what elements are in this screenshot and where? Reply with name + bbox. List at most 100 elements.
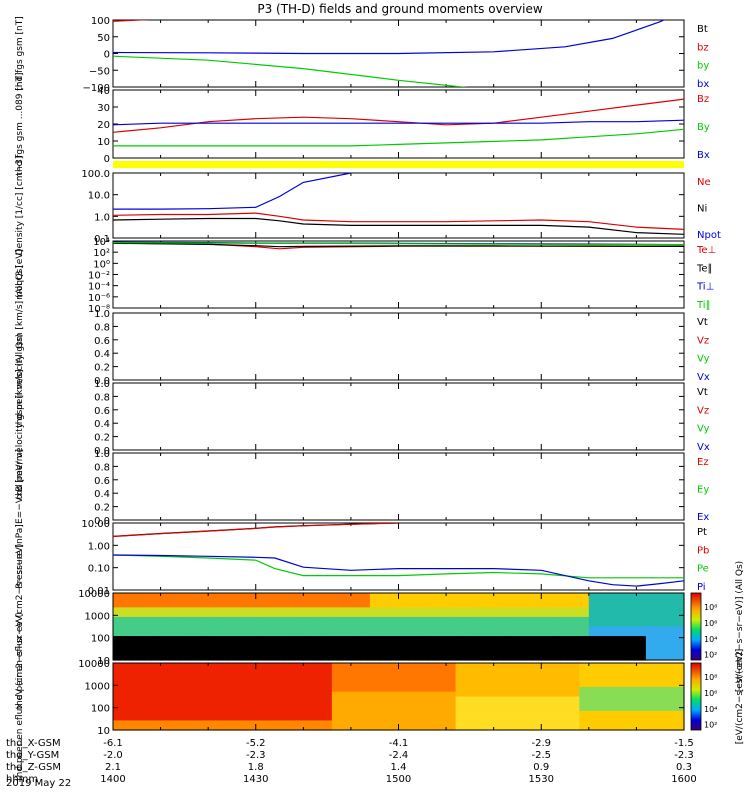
heatmap-cell (588, 645, 599, 652)
heatmap-cell (522, 631, 533, 637)
heatmap-cell (293, 725, 304, 731)
heatmap-cell (436, 725, 447, 731)
heatmap-cell (255, 626, 266, 632)
heatmap-cell (160, 715, 171, 722)
heatmap-cell (607, 701, 618, 707)
heatmap-cell (122, 715, 133, 722)
heatmap-cell (246, 602, 257, 608)
heatmap-cell (655, 607, 666, 613)
heatmap-cell (493, 701, 504, 707)
heatmap-cell (607, 677, 618, 683)
heatmap-cell (522, 640, 533, 647)
y-tick-label: 0.01 (88, 586, 110, 597)
heatmap-cell (227, 701, 238, 707)
heatmap-cell (360, 672, 371, 678)
colorbar-tick-label: 10⁴ (704, 635, 717, 644)
heatmap-cell (189, 636, 200, 642)
heatmap-cell (531, 645, 542, 652)
heatmap-cell (579, 706, 590, 712)
heatmap-cell (636, 706, 647, 712)
heatmap-cell (284, 621, 295, 628)
heatmap-cell (274, 682, 285, 688)
heatmap-cell (284, 650, 295, 656)
heatmap-cell (160, 686, 171, 693)
heatmap-cell (427, 650, 438, 656)
heatmap-cell (141, 720, 152, 726)
heatmap-cell (208, 645, 219, 652)
heatmap-cell (503, 677, 514, 683)
heatmap-cell (208, 672, 219, 678)
heatmap-cell (170, 672, 181, 678)
heatmap-cell (436, 701, 447, 707)
heatmap-cell (474, 706, 485, 712)
heatmap-cell (598, 672, 609, 678)
heatmap-cell (408, 725, 419, 731)
heatmap-cell (255, 621, 266, 628)
heatmap-cell (503, 597, 514, 604)
heatmap-cell (598, 677, 609, 683)
heatmap-cell (350, 612, 362, 618)
heatmap-cell (598, 655, 609, 661)
legend-entry: by (697, 61, 709, 72)
series-Bx (113, 119, 684, 126)
heatmap-cell (255, 677, 266, 683)
heatmap-cell (246, 691, 257, 698)
heatmap-cell (645, 612, 657, 618)
heatmap-cell (388, 626, 400, 632)
heatmap-cell (284, 696, 295, 702)
heatmap-cell (293, 616, 304, 623)
y-tick-label: 10.0 (88, 191, 110, 202)
heatmap-cell (503, 626, 514, 632)
heatmap-cell (322, 626, 333, 632)
heatmap-cell (208, 691, 219, 698)
heatmap-cell (274, 686, 285, 693)
heatmap-cell (588, 706, 599, 712)
heatmap-cell (417, 720, 428, 726)
heatmap-cell (379, 710, 390, 717)
heatmap-cell (674, 607, 685, 613)
heatmap-cell (141, 626, 152, 632)
heatmap-cell (217, 725, 228, 731)
heatmap-cell (236, 696, 247, 702)
heatmap-cell (446, 607, 457, 613)
heatmap-cell (674, 706, 685, 712)
heatmap-cell (369, 663, 381, 669)
heatmap-cell (636, 725, 647, 731)
heatmap-cell (512, 725, 523, 731)
heatmap-cell (312, 636, 323, 642)
heatmap-cell (236, 725, 247, 731)
heatmap-cell (484, 626, 495, 632)
heatmap-cell (427, 691, 438, 698)
heatmap-cell (132, 725, 143, 731)
heatmap-cell (408, 602, 419, 608)
heatmap-cell (189, 640, 200, 647)
y-tick-label: 10 (97, 656, 110, 667)
heatmap-cell (531, 636, 542, 642)
heatmap-cell (398, 663, 409, 669)
heatmap-cell (208, 667, 219, 674)
heatmap-cell (560, 701, 571, 707)
heatmap-cell (560, 720, 571, 726)
heatmap-cell (208, 710, 219, 717)
heatmap-cell (560, 621, 571, 628)
heatmap-cell (350, 650, 362, 656)
heatmap-cell (560, 602, 571, 608)
heatmap-cell (217, 621, 228, 628)
heatmap-cell (512, 650, 523, 656)
heatmap-cell (598, 715, 609, 722)
heatmap-cell (369, 593, 381, 599)
heatmap-cell (179, 710, 190, 717)
heatmap-cell (569, 682, 580, 688)
heatmap-cell (626, 672, 638, 678)
heatmap-cell (645, 655, 657, 661)
heatmap-cell (674, 720, 685, 726)
heatmap-cell (626, 706, 638, 712)
heatmap-cell (113, 631, 124, 637)
heatmap-cell (541, 597, 552, 604)
heatmap-cell (588, 663, 599, 669)
y-tick-label: 0.8 (94, 392, 110, 403)
heatmap-cell (598, 650, 609, 656)
heatmap-cell (208, 663, 219, 669)
heatmap-cell (484, 597, 495, 604)
heatmap-cell (607, 631, 618, 637)
